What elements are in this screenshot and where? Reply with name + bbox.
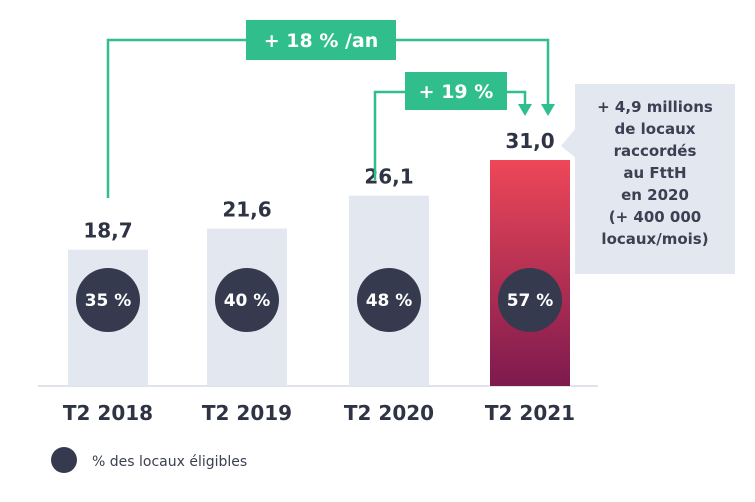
eligible-share-label: 40 % [224,291,271,311]
yearly-growth-arrowhead [518,104,532,116]
bar-value-label: 26,1 [364,165,413,189]
eligible-share-circle [498,268,562,332]
legend-label: % des locaux éligibles [92,454,247,470]
eligible-share-label: 57 % [507,291,554,311]
annual-growth-arrowhead [541,104,555,116]
bar-value-label: 21,6 [222,198,271,222]
callout-line: + 4,9 millions [597,98,713,116]
legend-marker [51,447,77,473]
eligible-share-circle [357,268,421,332]
annual-growth-bracket [106,38,550,198]
annual-growth-box [246,20,396,60]
callout-line: raccordés [614,142,697,160]
eligible-share-circle [215,268,279,332]
yearly-growth-box [405,72,507,110]
callout-line: de locaux [615,120,696,138]
category-label: T2 2019 [202,401,292,425]
callout-box [575,84,735,274]
callout-pointer [561,128,576,158]
bar-value-label: 31,0 [505,129,554,153]
callout-line: en 2020 [621,186,689,204]
eligible-share-circle [76,268,140,332]
eligible-share-label: 48 % [366,291,413,311]
annual-growth-label: + 18 % /an [264,30,379,52]
callout-line: au FttH [623,164,686,182]
callout-line: locaux/mois) [601,230,708,248]
bar-value-label: 18,7 [83,219,132,243]
yearly-growth-label: + 19 % [419,81,494,103]
category-label: T2 2021 [485,401,575,425]
category-label: T2 2018 [63,401,153,425]
category-label: T2 2020 [344,401,434,425]
eligible-share-label: 35 % [85,291,132,311]
callout-line: (+ 400 000 [609,208,702,226]
